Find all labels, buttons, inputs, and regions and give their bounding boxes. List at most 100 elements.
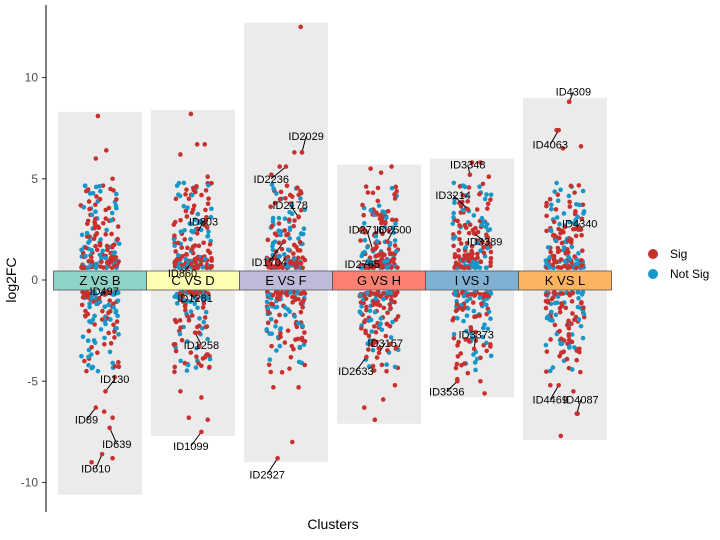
data-point [544,349,550,354]
data-point [175,240,181,246]
data-point-extreme [482,391,487,396]
legend-label: Not Sig [670,267,709,281]
data-point [207,364,212,370]
data-point [275,290,281,295]
data-point [288,259,294,264]
data-point [298,260,304,266]
data-point [549,309,554,315]
annotation-label: ID610 [81,463,110,475]
data-point [360,202,365,208]
data-point [208,264,213,270]
data-point [465,306,471,311]
data-point [390,251,395,256]
data-point [191,203,197,209]
data-point [376,252,382,257]
annotated-point [376,350,382,356]
data-point [562,224,568,230]
data-point [183,307,188,313]
annotation-label: ID3157 [368,338,403,350]
data-point [455,315,460,321]
data-point [487,227,493,232]
data-point [205,233,211,239]
data-point [484,340,489,346]
data-point [389,265,394,270]
annotation-leader [105,378,116,392]
data-point [297,248,303,253]
annotated-point [199,429,204,435]
data-point [194,183,199,189]
data-point [555,249,561,255]
data-point [358,325,364,331]
data-point [86,240,91,245]
data-point [387,302,393,307]
data-point [566,332,572,337]
data-point [378,321,383,327]
data-point-extreme [389,164,394,169]
data-point [488,344,493,349]
annotated-point [281,239,287,244]
data-point [179,338,185,343]
data-point [293,264,298,270]
data-point [115,224,121,229]
data-point [465,199,471,204]
data-point [472,292,478,297]
annotation-label: ID2633 [338,366,373,378]
data-point [462,222,468,228]
data-point [485,240,491,246]
data-point [364,304,369,310]
data-point [381,305,387,311]
annotation-leader [549,385,560,400]
data-point [269,343,274,349]
annotation-leader [289,204,300,218]
data-point [84,230,90,236]
data-point [384,362,389,367]
data-point [472,360,478,365]
data-point [84,234,90,239]
data-point [383,333,389,339]
data-point [293,337,298,342]
data-point [99,259,104,265]
data-point [461,293,467,299]
annotation-leader [549,129,560,145]
data-point [580,202,586,208]
data-point [544,213,549,219]
annotation-label: ID1258 [184,340,219,352]
data-point [453,292,458,298]
data-point [296,359,302,365]
data-point [289,203,294,208]
data-point [458,351,464,356]
annotation-label: ID803 [189,216,218,228]
data-point [453,365,459,371]
data-point [573,209,578,214]
data-point [572,220,577,226]
data-point [269,265,274,271]
data-point [469,251,475,256]
data-point [488,353,494,359]
data-point [478,259,484,265]
data-point-extreme [368,166,373,171]
annotation-label: ID2236 [254,174,289,186]
data-point [91,236,97,242]
data-point [371,368,377,373]
data-point [388,341,393,347]
data-point [548,337,553,342]
data-point [454,361,460,367]
data-point [79,247,84,253]
annotation-label: ID1099 [173,441,208,453]
data-point [112,291,118,297]
data-point [275,259,281,264]
data-point [382,224,387,230]
data-point-extreme [469,160,475,165]
data-point [291,289,297,295]
data-point [365,245,370,250]
annotation-label: ID3373 [458,330,493,342]
data-point [196,220,202,226]
cluster-label: K VS L [545,273,585,288]
data-point [186,196,192,202]
data-point [97,252,103,258]
data-point-extreme [478,378,483,384]
data-point [470,259,476,265]
data-point [485,201,491,207]
annotated-point [471,231,477,236]
data-point [172,233,177,239]
